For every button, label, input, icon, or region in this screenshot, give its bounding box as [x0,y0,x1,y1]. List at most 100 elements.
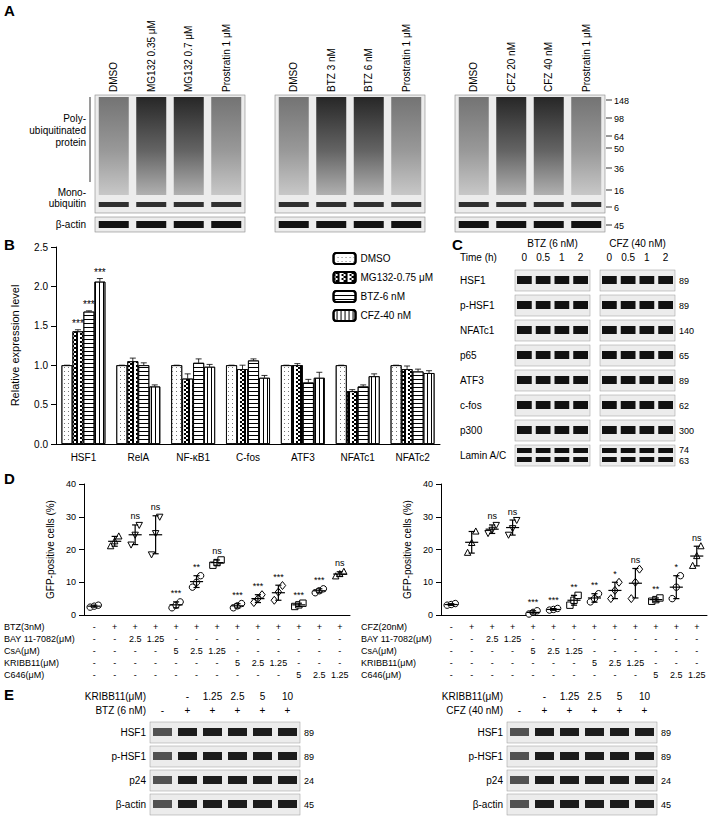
svg-text:300: 300 [679,426,694,436]
svg-text:C: C [452,236,463,253]
svg-text:40: 40 [66,479,76,489]
svg-text:+: + [194,622,199,632]
svg-text:***: *** [528,597,539,607]
svg-text:-: - [675,634,678,644]
svg-text:1.5: 1.5 [34,320,48,331]
svg-text:2.5: 2.5 [231,691,245,702]
svg-text:GFP-positive cells (%): GFP-positive cells (%) [45,500,56,599]
svg-text:+: + [153,622,158,632]
svg-text:DMSO: DMSO [361,253,391,264]
svg-text:DMSO: DMSO [468,62,479,92]
svg-text:p24: p24 [486,775,503,786]
svg-text:1.25: 1.25 [208,646,226,656]
svg-text:-: - [532,670,535,680]
svg-text:BTZ 3 nM: BTZ 3 nM [326,48,337,92]
svg-text:-: - [318,658,321,668]
svg-text:***: *** [72,318,84,329]
svg-text:+: + [633,622,638,632]
svg-text:+: + [642,705,648,716]
svg-text:+: + [276,622,281,632]
svg-text:+: + [133,622,138,632]
svg-text:0.5: 0.5 [621,252,635,263]
svg-text:-: - [161,705,164,716]
svg-text:-: - [613,634,616,644]
svg-text:BTZ(3nM): BTZ(3nM) [4,622,45,632]
svg-text:-: - [450,634,453,644]
svg-text:50: 50 [614,144,624,154]
svg-text:Poly-: Poly- [63,113,86,124]
svg-text:-: - [491,670,494,680]
svg-text:1.25: 1.25 [560,691,580,702]
svg-text:-: - [675,658,678,668]
svg-text:**: ** [570,582,578,592]
svg-text:-: - [532,658,535,668]
svg-text:-: - [318,634,321,644]
svg-text:*: * [613,569,617,579]
svg-text:-: - [511,670,514,680]
svg-text:c-fos: c-fos [460,400,482,411]
svg-text:MG132-0.75 μM: MG132-0.75 μM [361,272,433,283]
svg-text:-: - [175,658,178,668]
svg-text:-: - [195,634,198,644]
svg-text:1: 1 [559,252,565,263]
svg-text:1.25: 1.25 [147,634,165,644]
svg-text:2.5: 2.5 [129,634,142,644]
svg-text:-: - [318,646,321,656]
svg-text:+: + [317,622,322,632]
svg-text:5: 5 [653,670,658,680]
svg-text:***: *** [94,267,106,278]
svg-text:1.25: 1.25 [504,634,522,644]
svg-text:-: - [113,670,116,680]
svg-text:RelA: RelA [127,452,149,463]
svg-text:-: - [175,670,178,680]
svg-text:-: - [491,646,494,656]
svg-text:24: 24 [304,776,314,786]
svg-text:5: 5 [260,691,266,702]
svg-text:ubiquitinated: ubiquitinated [29,125,86,136]
svg-text:-: - [593,646,596,656]
svg-text:-: - [134,670,137,680]
svg-text:-: - [175,634,178,644]
svg-text:-: - [134,658,137,668]
svg-text:1.0: 1.0 [34,360,48,371]
svg-text:-: - [256,670,259,680]
svg-text:-: - [450,622,453,632]
svg-text:-: - [654,658,657,668]
svg-text:1.25: 1.25 [270,658,288,668]
svg-text:ns: ns [631,555,641,565]
svg-text:CFZ 20 nM: CFZ 20 nM [506,42,517,92]
svg-text:+: + [214,622,219,632]
svg-text:KRIBB11(μM): KRIBB11(μM) [85,691,146,702]
svg-text:A: A [4,2,15,19]
svg-text:2.0: 2.0 [34,281,48,292]
svg-text:***: *** [253,581,264,591]
svg-text:89: 89 [661,752,671,762]
svg-text:-: - [277,646,280,656]
svg-text:+: + [571,622,576,632]
svg-text:-: - [195,670,198,680]
svg-text:+: + [542,705,548,716]
svg-text:-: - [654,646,657,656]
svg-text:C646(μM): C646(μM) [361,670,401,680]
svg-text:ns: ns [151,502,161,512]
svg-text:Prostratin 1 μM: Prostratin 1 μM [221,24,232,92]
svg-text:-: - [186,691,189,702]
svg-text:89: 89 [679,276,689,286]
svg-text:-: - [338,658,341,668]
svg-text:2.5: 2.5 [588,691,602,702]
svg-text:5: 5 [174,646,179,656]
svg-text:CFZ-40 nM: CFZ-40 nM [361,310,412,321]
svg-text:+: + [490,622,495,632]
svg-text:ns: ns [130,511,140,521]
svg-text:5: 5 [531,646,536,656]
svg-text:ubiquitin: ubiquitin [49,198,86,209]
svg-text:-: - [216,670,219,680]
svg-text:Lamin A/C: Lamin A/C [460,450,506,461]
svg-text:HSF1: HSF1 [71,452,97,463]
svg-text:GFP-positive cells (%): GFP-positive cells (%) [402,500,413,599]
svg-text:0: 0 [428,610,433,620]
svg-text:-: - [518,705,521,716]
svg-text:-: - [113,646,116,656]
svg-text:-: - [613,646,616,656]
svg-text:+: + [592,705,598,716]
